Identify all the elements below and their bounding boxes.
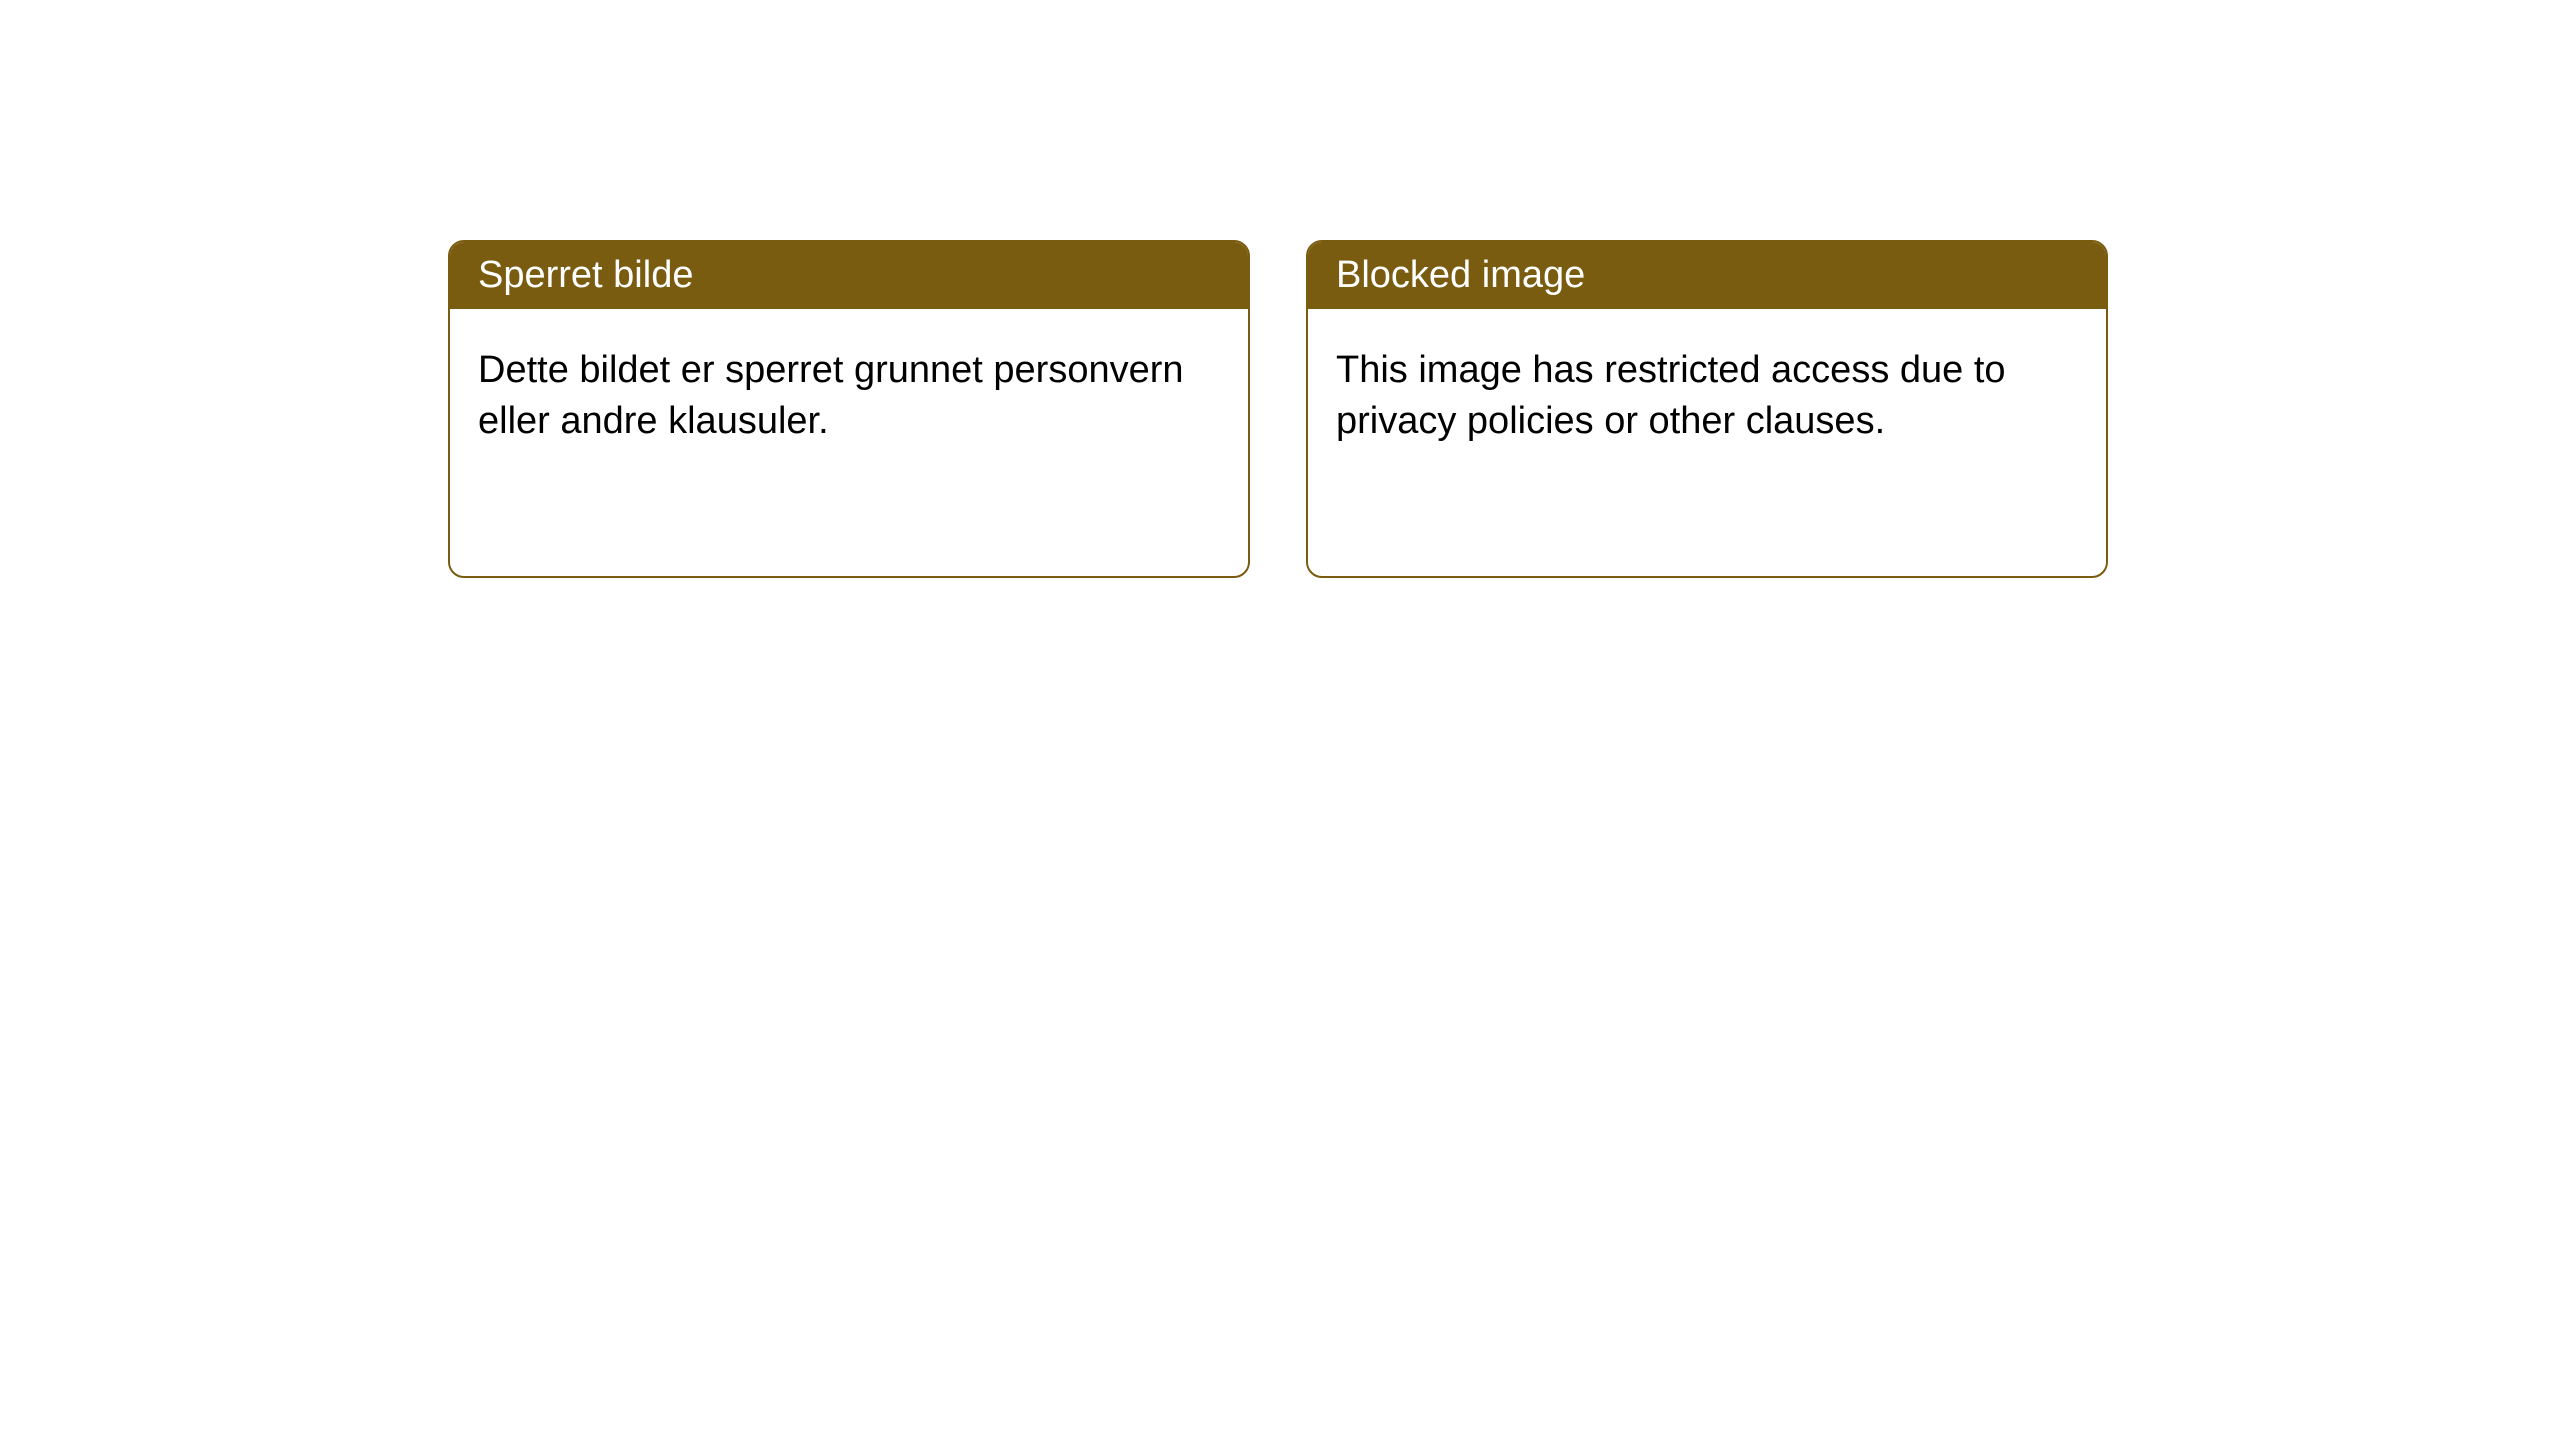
card-body-text: This image has restricted access due to …	[1336, 349, 2006, 442]
card-body-norwegian: Dette bildet er sperret grunnet personve…	[450, 309, 1248, 484]
notice-card-norwegian: Sperret bilde Dette bildet er sperret gr…	[448, 240, 1250, 578]
notice-cards-container: Sperret bilde Dette bildet er sperret gr…	[448, 240, 2108, 578]
card-header-english: Blocked image	[1308, 242, 2106, 309]
card-body-text: Dette bildet er sperret grunnet personve…	[478, 349, 1184, 442]
card-title: Blocked image	[1336, 254, 1585, 296]
card-title: Sperret bilde	[478, 254, 693, 296]
card-header-norwegian: Sperret bilde	[450, 242, 1248, 309]
card-body-english: This image has restricted access due to …	[1308, 309, 2106, 484]
notice-card-english: Blocked image This image has restricted …	[1306, 240, 2108, 578]
